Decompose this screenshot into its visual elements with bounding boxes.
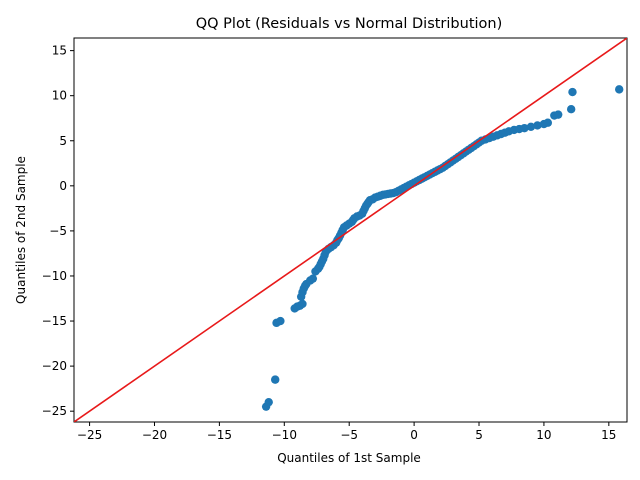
y-tick-label: 15: [52, 44, 67, 58]
x-tick-label: 15: [601, 428, 616, 442]
y-tick-label: −10: [42, 269, 67, 283]
y-tick-label: −20: [42, 359, 67, 373]
data-point: [568, 87, 577, 97]
data-point: [533, 121, 542, 130]
reference-line: [74, 38, 627, 422]
y-tick-label: −25: [42, 404, 67, 418]
data-point: [264, 397, 273, 407]
data-point: [308, 274, 318, 283]
x-tick-label: −10: [272, 428, 297, 442]
y-tick-label: 10: [52, 89, 67, 103]
y-axis: −25 −20 −15 −10 −5 0 5 10 15: [42, 44, 74, 418]
y-tick-label: 0: [59, 179, 67, 193]
x-tick-label: −25: [77, 428, 102, 442]
x-tick-label: 0: [410, 428, 418, 442]
data-point: [271, 375, 280, 384]
data-point: [276, 316, 285, 326]
x-tick-label: 5: [475, 428, 483, 442]
data-point: [615, 85, 624, 94]
y-axis-label: Quantiles of 2nd Sample: [14, 156, 28, 304]
y-tick-label: −15: [42, 314, 67, 328]
x-tick-label: −5: [340, 428, 358, 442]
data-point: [520, 123, 529, 133]
y-tick-label: 5: [59, 134, 67, 148]
plot-area: [73, 37, 628, 423]
data-point: [298, 299, 307, 309]
data-point: [543, 118, 553, 127]
chart-title: QQ Plot (Residuals vs Normal Distributio…: [196, 16, 503, 32]
data-points: [74, 38, 627, 422]
x-tick-label: −15: [207, 428, 232, 442]
x-axis-label: Quantiles of 1st Sample: [277, 451, 421, 465]
data-point: [526, 122, 536, 131]
x-tick-label: −20: [142, 428, 167, 442]
plot-frame: [73, 37, 628, 423]
x-axis: −25 −20 −15 −10 −5 0 5 10 15: [77, 422, 616, 442]
y-tick-label: −5: [49, 224, 67, 238]
data-point: [566, 105, 576, 114]
x-tick-label: 10: [536, 428, 551, 442]
data-point: [554, 110, 563, 119]
